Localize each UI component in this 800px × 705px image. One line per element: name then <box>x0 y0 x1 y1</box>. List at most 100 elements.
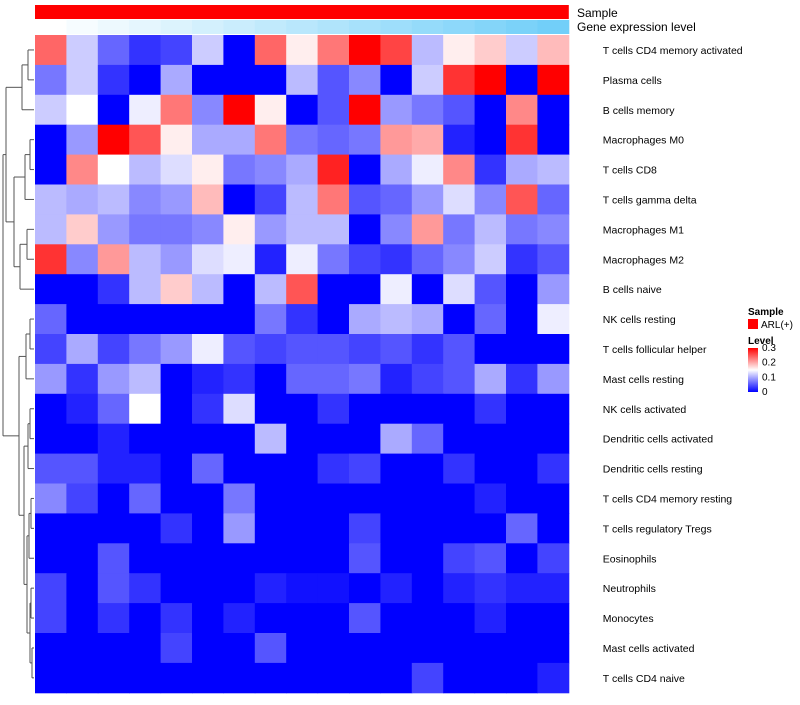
legend-item-arl: ARL(+) <box>761 320 793 331</box>
heatmap-cell <box>66 35 99 66</box>
heatmap-cell <box>286 64 319 96</box>
heatmap-cell <box>192 363 224 395</box>
row-dendrogram <box>2 49 34 679</box>
heatmap-cell <box>380 64 413 96</box>
heatmap-cell <box>537 94 570 126</box>
expression-annotation-cell <box>474 20 507 34</box>
heatmap-cell <box>66 304 99 335</box>
heatmap-cell <box>254 633 287 664</box>
heatmap-cell <box>254 513 287 544</box>
heatmap-cell <box>443 244 476 275</box>
heatmap-cell <box>66 393 99 425</box>
heatmap-cell <box>160 363 193 395</box>
heatmap-cell <box>443 633 476 664</box>
heatmap-cell <box>317 633 350 664</box>
heatmap-cell <box>254 274 287 305</box>
legend-ticks: 0.3 0.2 0.1 0 <box>762 343 776 398</box>
legend-tick-label: 0.2 <box>762 358 776 369</box>
heatmap-cell <box>286 304 319 335</box>
heatmap-cell <box>411 154 444 185</box>
heatmap-cell <box>223 184 256 215</box>
heatmap-cell <box>223 483 256 514</box>
heatmap-cell <box>254 543 287 574</box>
heatmap-cell <box>411 513 444 544</box>
heatmap-cell <box>160 543 193 574</box>
heatmap-cell <box>254 64 287 96</box>
heatmap-cell <box>35 423 67 455</box>
heatmap-cell <box>97 633 130 664</box>
heatmap-cell <box>537 274 570 305</box>
heatmap-cell <box>443 334 476 365</box>
heatmap-cell <box>317 94 350 126</box>
row-label: T cells gamma delta <box>603 194 697 206</box>
heatmap-cell <box>474 483 507 514</box>
heatmap-cell <box>66 633 99 664</box>
heatmap-cell <box>97 603 130 634</box>
heatmap-cell <box>411 64 444 96</box>
heatmap-cell <box>35 543 67 574</box>
heatmap-cell <box>537 662 570 694</box>
heatmap-cell <box>254 214 287 245</box>
heatmap-cell <box>380 513 413 544</box>
heatmap-cell <box>443 94 476 126</box>
heatmap-cell <box>129 662 162 694</box>
heatmap-cell <box>254 573 287 604</box>
heatmap-cell <box>35 662 67 694</box>
heatmap-cell <box>537 64 570 96</box>
row-label: Dendritic cells resting <box>603 464 703 476</box>
heatmap-cell <box>254 244 287 275</box>
row-label: B cells naive <box>603 284 662 296</box>
heatmap-cell <box>286 363 319 395</box>
heatmap-cell <box>506 662 538 694</box>
heatmap-cell <box>411 633 444 664</box>
heatmap-cell <box>380 124 413 156</box>
row-label: T cells CD4 naive <box>603 673 685 685</box>
heatmap-cell <box>223 573 256 604</box>
heatmap-cell <box>349 274 381 305</box>
legend-swatch-arl <box>748 319 758 329</box>
heatmap-cell <box>443 513 476 544</box>
heatmap-cell <box>192 453 224 484</box>
heatmap-cell <box>35 35 67 66</box>
heatmap-cell <box>192 513 224 544</box>
legend-title-sample: Sample <box>748 307 784 318</box>
heatmap-cell <box>129 244 162 275</box>
heatmap-cell <box>411 244 444 275</box>
heatmap-cell <box>443 423 476 455</box>
heatmap-cell <box>254 363 287 395</box>
heatmap-cell <box>411 94 444 126</box>
heatmap-cell <box>66 94 99 126</box>
heatmap-cell <box>66 423 99 455</box>
heatmap-cell <box>192 274 224 305</box>
heatmap-cell <box>349 214 381 245</box>
heatmap-cell <box>380 35 413 66</box>
heatmap-cell <box>443 573 476 604</box>
heatmap-cell <box>223 94 256 126</box>
heatmap-cell <box>443 603 476 634</box>
heatmap-cell <box>286 274 319 305</box>
heatmap-cell <box>317 423 350 455</box>
heatmap-cell <box>474 543 507 574</box>
heatmap-cell <box>129 304 162 335</box>
heatmap-cell <box>537 184 570 215</box>
heatmap-cell <box>286 603 319 634</box>
heatmap-cell <box>380 393 413 425</box>
heatmap-cell <box>192 483 224 514</box>
expression-annotation-cell <box>537 20 570 34</box>
heatmap-cell <box>97 94 130 126</box>
heatmap-cell <box>129 453 162 484</box>
heatmap-cell <box>537 304 570 335</box>
heatmap-cell <box>97 573 130 604</box>
heatmap-cell <box>349 124 381 156</box>
heatmap-cell <box>35 304 67 335</box>
heatmap-cell <box>474 334 507 365</box>
row-label: Plasma cells <box>603 75 662 87</box>
heatmap-cell <box>66 334 99 365</box>
heatmap-cell <box>97 184 130 215</box>
heatmap-cell <box>506 334 538 365</box>
row-label: T cells follicular helper <box>603 344 707 356</box>
heatmap-cell <box>66 513 99 544</box>
heatmap-cell <box>192 35 224 66</box>
heatmap-cell <box>506 244 538 275</box>
heatmap-cell <box>286 334 319 365</box>
